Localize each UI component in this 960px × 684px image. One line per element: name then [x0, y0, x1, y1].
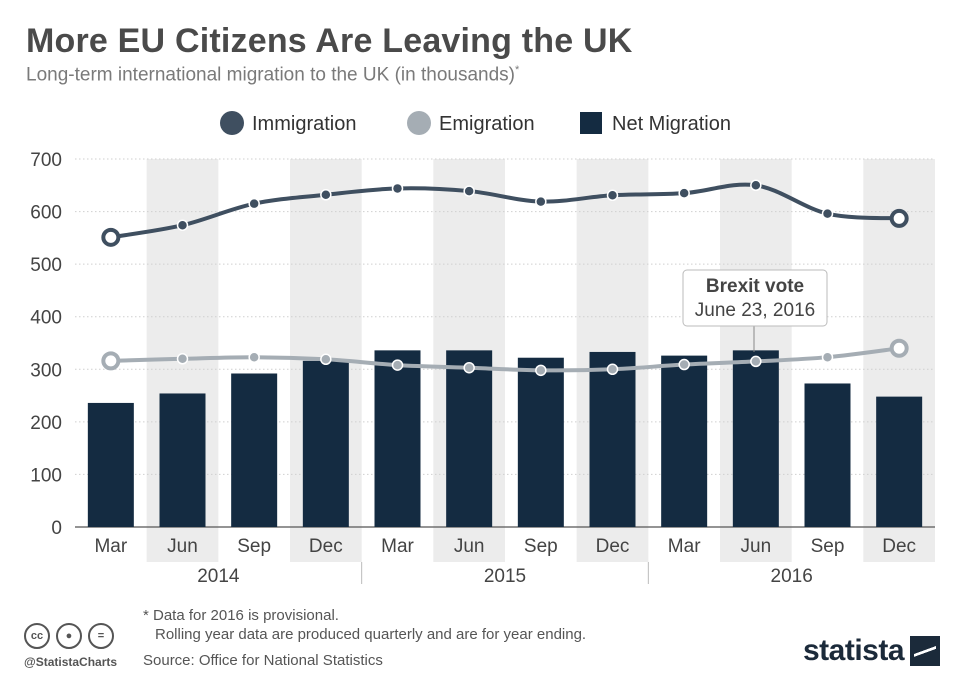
- statista-handle: @StatistaCharts: [24, 655, 118, 669]
- subtitle-text: Long-term international migration to the…: [26, 64, 515, 86]
- footnote: * Data for 2016 is provisional. Rolling …: [143, 606, 586, 644]
- emigration-point: [176, 353, 189, 365]
- emigration-point: [750, 355, 762, 368]
- immigration-point: [463, 185, 475, 197]
- subtitle-asterisk: *: [514, 64, 520, 76]
- immigration-point: [606, 189, 619, 202]
- emigration-endpoint-marker: [889, 338, 909, 358]
- emigration-point: [535, 364, 547, 377]
- annotation-box: [682, 269, 828, 327]
- net-migration-bar: [302, 360, 349, 527]
- series-lines: [101, 179, 909, 377]
- year-label: 2016: [771, 566, 813, 587]
- legend-immigration-marker: [220, 111, 244, 135]
- emigration-point: [391, 359, 404, 371]
- emigration-point: [678, 358, 690, 371]
- immigration-point: [320, 188, 332, 201]
- y-tick-label: 700: [30, 150, 62, 171]
- net-migration-bar: [732, 350, 779, 527]
- annotation-title: Brexit vote: [706, 276, 804, 297]
- chart-title: More EU Citizens Are Leaving the UK: [26, 22, 633, 60]
- immigration-endpoint-marker: [889, 208, 909, 228]
- logo-text: statista: [803, 634, 905, 667]
- emigration-endpoint-marker: [101, 351, 121, 371]
- emigration-point: [606, 363, 619, 376]
- y-axis: 0 100 200 300 400 500 600 700: [30, 150, 62, 539]
- y-tick-label: 500: [30, 255, 62, 276]
- emigration-point: [320, 353, 332, 366]
- x-tick-label: Dec: [309, 536, 343, 557]
- attribution-icon: ●: [56, 623, 82, 649]
- x-axis: Mar Jun Sep Dec Mar Jun Sep Dec Mar Jun Sep Dec 2014…: [94, 536, 916, 587]
- brexit-annotation: Brexit vote June 23, 2016: [682, 269, 828, 352]
- net-migration-bar: [87, 402, 134, 527]
- footnote-line2: Rolling year data are produced quarterly…: [155, 626, 587, 643]
- year-label: 2014: [197, 566, 240, 587]
- net-migration-bar: [374, 350, 421, 527]
- x-tick-label: Mar: [668, 536, 701, 557]
- net-migration-bar: [446, 350, 493, 527]
- legend-immigration-label: Immigration: [252, 113, 356, 135]
- legend-emigration-label: Emigration: [439, 113, 535, 135]
- immigration-line: [108, 182, 902, 240]
- x-tick-label: Jun: [741, 536, 772, 557]
- chart-area: 0 100 200 300 400 500 600 700 Mar Jun Sep Dec Mar Ju…: [30, 111, 935, 587]
- x-tick-label: Sep: [524, 536, 558, 557]
- y-tick-label: 400: [30, 308, 62, 329]
- net-migration-bars: [87, 350, 923, 527]
- net-migration-bar: [804, 383, 851, 527]
- y-tick-label: 0: [51, 518, 62, 539]
- net-migration-bar: [661, 355, 708, 527]
- annotation-date: June 23, 2016: [695, 300, 815, 321]
- year-label: 2015: [484, 566, 526, 587]
- statista-logo: statista: [803, 634, 941, 668]
- y-tick-label: 100: [30, 465, 62, 486]
- x-tick-label: Dec: [596, 536, 630, 557]
- emigration-point: [248, 351, 260, 363]
- net-migration-bar: [231, 373, 278, 527]
- emigration-point: [821, 351, 834, 363]
- immigration-point: [678, 187, 690, 199]
- immigration-point: [176, 219, 189, 231]
- y-tick-label: 300: [30, 360, 62, 381]
- legend-net-marker: [580, 112, 602, 134]
- emigration-point: [463, 361, 475, 374]
- immigration-endpoint-marker: [101, 227, 121, 247]
- y-tick-label: 600: [30, 203, 62, 224]
- x-tick-label: Mar: [381, 536, 414, 557]
- immigration-point: [248, 197, 260, 210]
- logo-mark-icon: [910, 636, 941, 666]
- x-tick-label: Dec: [882, 536, 916, 557]
- net-migration-bar: [876, 396, 923, 527]
- immigration-point: [750, 179, 762, 192]
- x-tick-label: Jun: [167, 536, 198, 557]
- y-tick-label: 200: [30, 413, 62, 434]
- immigration-point: [535, 195, 547, 208]
- net-migration-bar: [589, 351, 636, 527]
- x-tick-label: Sep: [811, 536, 845, 557]
- footnote-line1: * Data for 2016 is provisional.: [143, 607, 339, 624]
- emigration-line: [108, 346, 902, 373]
- legend-emigration-marker: [407, 111, 431, 135]
- source-text: Source: Office for National Statistics: [143, 652, 383, 669]
- net-migration-bar: [159, 393, 206, 527]
- cc-icon: cc: [24, 623, 50, 649]
- x-tick-label: Jun: [454, 536, 485, 557]
- x-tick-label: Sep: [237, 536, 271, 557]
- legend: Immigration Emigration Net Migration: [220, 111, 731, 135]
- no-derivatives-icon: =: [88, 623, 114, 649]
- x-tick-label: Mar: [94, 536, 127, 557]
- chart-subtitle: Long-term international migration to the…: [26, 64, 519, 86]
- license-icons: cc ● =: [24, 623, 114, 649]
- immigration-point: [821, 207, 834, 220]
- net-migration-bar: [517, 357, 564, 527]
- immigration-point: [391, 182, 404, 195]
- legend-net-label: Net Migration: [612, 113, 731, 135]
